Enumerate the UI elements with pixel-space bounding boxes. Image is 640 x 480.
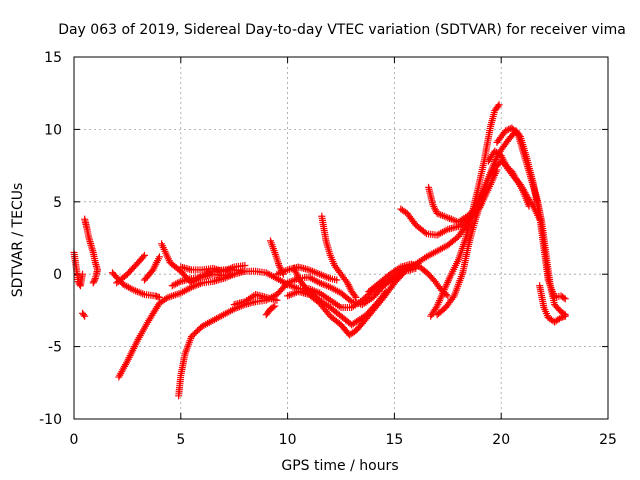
data-point — [333, 276, 341, 284]
data-point — [561, 312, 569, 320]
chart-title: Day 063 of 2019, Sidereal Day-to-day VTE… — [58, 22, 626, 38]
data-point — [90, 277, 98, 285]
grid — [74, 57, 608, 419]
data-point — [528, 200, 536, 208]
data-point — [449, 294, 457, 302]
plot-frame — [73, 56, 609, 420]
data-point — [81, 312, 89, 320]
data-point — [89, 279, 97, 287]
y-axis-label: SDTVAR / TECUs — [10, 183, 26, 298]
data-point — [561, 295, 569, 303]
x-tick-label: 15 — [385, 432, 403, 448]
data-point — [269, 303, 277, 311]
data-point — [139, 253, 147, 261]
data-point — [79, 270, 87, 278]
y-tick-label: -10 — [39, 412, 62, 428]
data-point — [493, 166, 501, 174]
data-point — [555, 315, 563, 323]
data-point — [444, 292, 452, 300]
data-point — [230, 270, 238, 278]
data-point — [162, 295, 170, 303]
data-point — [494, 102, 502, 110]
data-marks — [70, 101, 569, 400]
data-point — [352, 293, 360, 301]
x-tick-label: 0 — [70, 432, 79, 448]
data-point — [503, 126, 511, 134]
y-tick-label: 15 — [44, 50, 62, 66]
x-tick-label: 5 — [176, 432, 185, 448]
x-axis-label: GPS time / hours — [281, 458, 398, 474]
data-point — [495, 101, 503, 109]
data-point — [560, 294, 568, 302]
data-point — [536, 215, 544, 223]
data-point — [501, 127, 509, 135]
data-point — [421, 228, 429, 236]
y-tick-label: 10 — [44, 122, 62, 138]
data-point — [140, 251, 148, 259]
data-point — [351, 292, 359, 300]
data-point — [241, 262, 249, 270]
data-point — [346, 296, 354, 304]
data-point — [175, 278, 183, 286]
data-point — [273, 296, 281, 304]
y-tick-label: 5 — [53, 195, 62, 211]
y-tick-label: 0 — [53, 267, 62, 283]
data-point — [80, 311, 88, 319]
data-point — [155, 253, 163, 261]
data-point — [271, 302, 279, 310]
y-tick-label: -5 — [48, 340, 62, 356]
x-tick-label: 20 — [492, 432, 510, 448]
x-tick-label: 25 — [599, 432, 617, 448]
x-tick-label: 10 — [279, 432, 297, 448]
data-point — [155, 293, 163, 301]
